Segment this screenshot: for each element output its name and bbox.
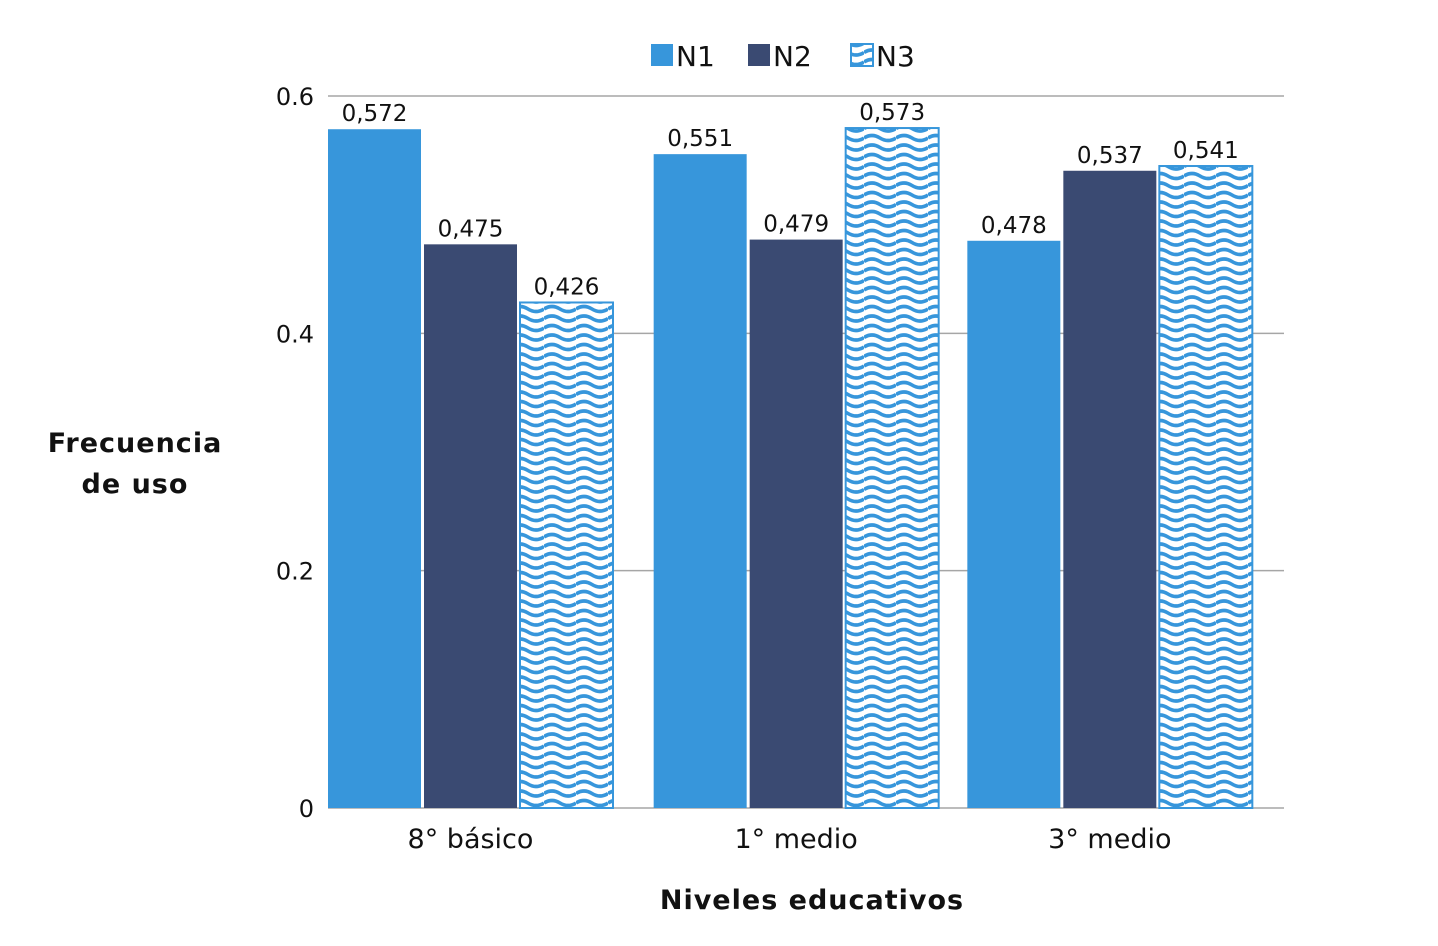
data-label: 0,573	[859, 100, 925, 126]
legend-label: N1	[676, 40, 715, 73]
legend-swatch-n2	[748, 44, 770, 66]
x-tick-label: 1° medio	[734, 824, 857, 855]
legend: N1 N2 N3	[651, 40, 915, 73]
bar-n1	[653, 154, 747, 808]
bar-n3	[1158, 165, 1254, 810]
data-label: 0,537	[1077, 143, 1143, 169]
x-tick-label: 3° medio	[1048, 824, 1171, 855]
data-label: 0,426	[534, 274, 600, 300]
data-label: 0,479	[763, 212, 829, 238]
x-axis-title: Niveles educativos	[660, 885, 964, 916]
y-tick-label: 0.2	[276, 558, 314, 586]
bar-n1	[328, 129, 421, 808]
data-label: 0,572	[342, 101, 408, 127]
bar-n2	[749, 239, 843, 808]
x-tick-label: 8° básico	[408, 824, 534, 855]
bar-n2	[424, 244, 517, 809]
bar-n2	[1063, 170, 1157, 808]
bar-n3	[844, 127, 940, 810]
y-tick-label: 0.6	[276, 83, 314, 111]
legend-swatch-n1	[651, 44, 673, 66]
bar-n1	[967, 240, 1061, 809]
data-label: 0,551	[667, 126, 733, 152]
legend-swatch-n3	[850, 43, 874, 67]
bar-n3	[519, 301, 614, 809]
y-tick-label: 0	[299, 795, 314, 823]
legend-label: N3	[876, 40, 915, 73]
y-tick-label: 0.4	[276, 320, 314, 348]
y-axis-title-line1: Frecuencia	[48, 428, 223, 459]
data-label: 0,541	[1173, 138, 1239, 164]
legend-label: N2	[773, 40, 812, 73]
data-label: 0,475	[438, 216, 504, 242]
y-axis-title-line2: de uso	[82, 469, 189, 500]
data-label: 0,478	[981, 213, 1047, 239]
